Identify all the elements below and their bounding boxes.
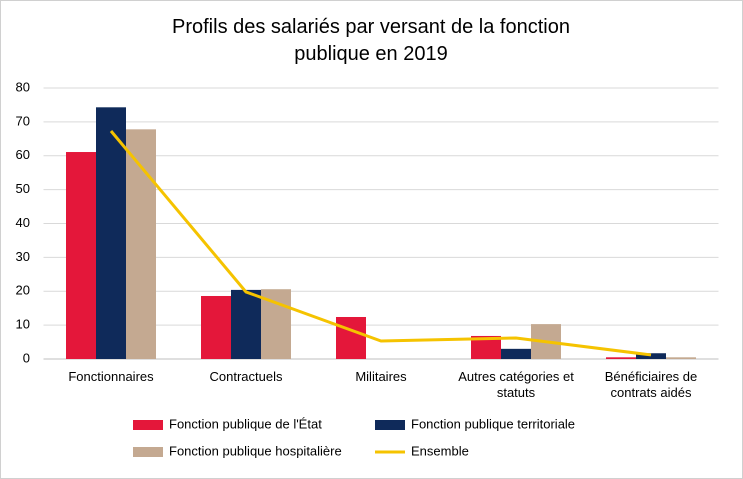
x-tick-label: Contractuels bbox=[209, 369, 283, 384]
y-tick-label: 70 bbox=[16, 113, 30, 128]
line-series bbox=[109, 130, 652, 357]
legend-label: Fonction publique territoriale bbox=[411, 416, 575, 431]
y-tick-label: 30 bbox=[16, 249, 30, 264]
legend-label: Ensemble bbox=[411, 443, 469, 458]
x-tick-label: Autres catégories et statuts bbox=[458, 369, 574, 400]
bar bbox=[636, 353, 666, 359]
y-tick-label: 40 bbox=[16, 215, 30, 230]
bar bbox=[66, 152, 96, 359]
y-tick-label: 10 bbox=[16, 317, 30, 332]
x-tick-label: Militaires bbox=[355, 369, 407, 384]
bar bbox=[666, 357, 696, 359]
bar bbox=[606, 357, 636, 359]
bar bbox=[336, 316, 366, 359]
y-tick-label: 50 bbox=[16, 181, 30, 196]
bar bbox=[231, 289, 261, 359]
bar bbox=[96, 107, 126, 359]
legend-swatch bbox=[375, 420, 405, 430]
x-tick-label: Bénéficiaires de contrats aidés bbox=[604, 369, 698, 400]
bar bbox=[501, 348, 531, 359]
chart-title: Profils des salariés par versant de la f… bbox=[172, 16, 570, 65]
y-tick-label: 0 bbox=[23, 350, 30, 365]
y-tick-label: 20 bbox=[16, 283, 30, 298]
legend-label: Fonction publique hospitalière bbox=[169, 443, 342, 458]
legend-label: Fonction publique de l'État bbox=[169, 416, 322, 431]
legend-swatch bbox=[133, 447, 163, 457]
bar bbox=[126, 129, 156, 359]
bar bbox=[261, 289, 291, 359]
y-tick-label: 60 bbox=[16, 147, 30, 162]
bar bbox=[471, 335, 501, 359]
legend-swatch bbox=[133, 420, 163, 430]
bar bbox=[201, 295, 231, 359]
x-tick-label: Fonctionnaires bbox=[68, 369, 154, 384]
y-tick-label: 80 bbox=[16, 79, 30, 94]
